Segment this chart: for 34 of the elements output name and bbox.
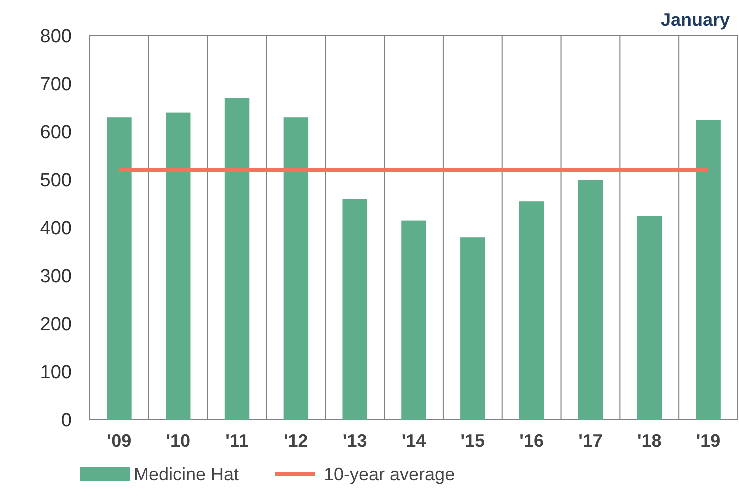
bar [342, 199, 368, 420]
legend-label: Medicine Hat [134, 464, 240, 484]
bar [402, 220, 426, 420]
chart-title: January [660, 10, 730, 30]
bar [284, 118, 309, 420]
y-tick-label: 600 [40, 122, 72, 144]
y-tick-label: 100 [40, 362, 72, 384]
bar [460, 238, 486, 420]
bar [107, 118, 132, 420]
y-tick-label: 300 [40, 266, 72, 288]
legend-label: 10-year average [324, 464, 456, 484]
x-tick-label: '17 [578, 431, 603, 451]
y-tick-label: 0 [61, 410, 72, 432]
bar [224, 98, 250, 420]
x-tick-label: '11 [226, 431, 249, 451]
bar [166, 112, 191, 420]
bar [696, 120, 721, 420]
x-tick-label: '14 [402, 431, 426, 451]
x-tick-label: '16 [520, 431, 544, 451]
x-tick-label: '13 [342, 431, 368, 451]
x-tick-label: '18 [637, 431, 662, 451]
x-tick-label: '12 [284, 431, 308, 451]
x-tick-label: '09 [107, 431, 132, 451]
y-tick-label: 500 [40, 170, 72, 192]
y-tick-label: 200 [40, 314, 72, 336]
bar [578, 180, 604, 420]
x-tick-label: '15 [460, 431, 486, 451]
y-tick-label: 400 [40, 218, 72, 240]
y-tick-label: 800 [40, 26, 72, 48]
x-tick-label: '10 [166, 431, 191, 451]
bar [637, 216, 662, 420]
bar [519, 202, 544, 420]
x-tick-label: '19 [696, 431, 721, 451]
y-tick-label: 700 [40, 74, 72, 96]
